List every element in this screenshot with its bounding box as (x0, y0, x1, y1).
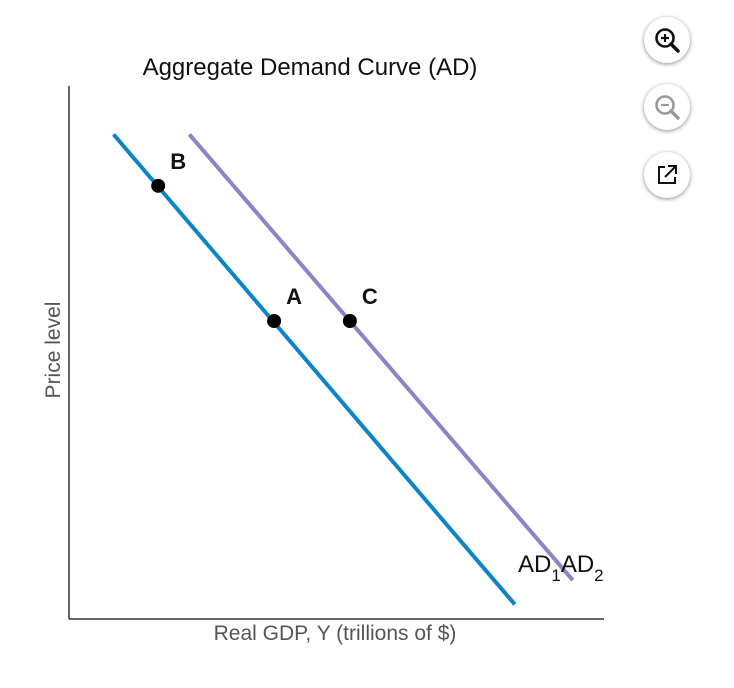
zoom-in-button[interactable] (644, 17, 690, 63)
curve-label-sub-ad2: 2 (594, 566, 603, 585)
external-link-icon (658, 165, 677, 184)
point-label-a: A (286, 284, 302, 309)
curve-label-ad1: AD (518, 551, 551, 578)
zoom-in-icon (655, 28, 680, 53)
x-axis-label: Real GDP, Y (trillions of $) (214, 622, 457, 645)
point-c (342, 314, 357, 329)
curve-ad1 (112, 133, 517, 606)
point-label-c: C (362, 284, 378, 309)
curve-labels-text: AD1AD2 (518, 551, 604, 585)
y-axis-label: Price level (42, 302, 65, 399)
curve-ad2 (187, 133, 575, 582)
zoom-out-button[interactable] (644, 84, 690, 130)
point-b (151, 178, 166, 193)
curve-label-sub-ad1: 1 (551, 566, 560, 585)
curve-label-ad2: AD (561, 551, 594, 578)
curves (112, 133, 575, 606)
point-a (267, 314, 282, 329)
curve-labels: AD1AD2 (518, 551, 604, 585)
open-external-button[interactable] (644, 152, 690, 198)
chart-title: Aggregate Demand Curve (AD) (143, 54, 478, 81)
zoom-out-icon (655, 95, 680, 120)
points: B A C (151, 149, 378, 329)
point-label-b: B (170, 149, 186, 174)
